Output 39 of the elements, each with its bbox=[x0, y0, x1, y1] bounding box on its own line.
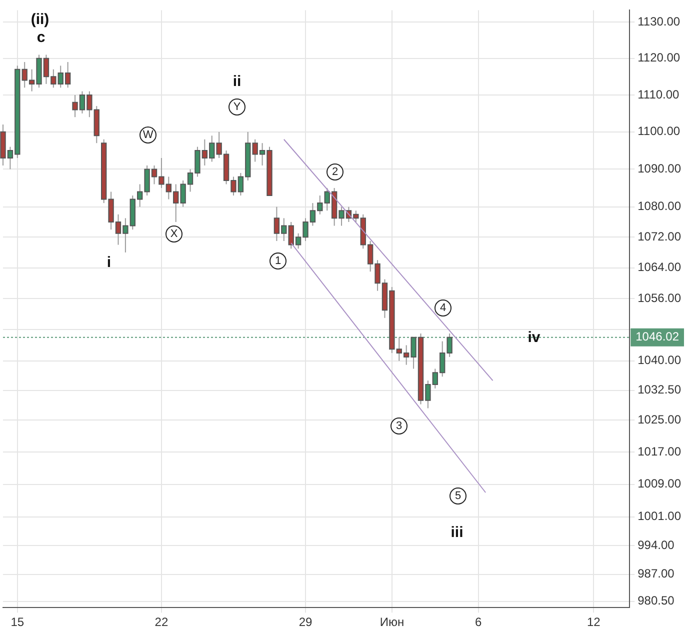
annotation: 5 bbox=[454, 490, 462, 502]
x-tick-label: 22 bbox=[154, 615, 168, 630]
y-tick-label: 980.50 bbox=[638, 594, 675, 608]
annotation: iv bbox=[528, 329, 541, 346]
y-tick-label: 1009.00 bbox=[638, 476, 682, 491]
annotation: X bbox=[170, 228, 178, 240]
y-tick-label: 1017.00 bbox=[638, 444, 682, 458]
x-tick-label: 12 bbox=[586, 615, 601, 630]
y-tick-label: 1025.00 bbox=[638, 412, 682, 426]
x-tick-label: Июн bbox=[380, 615, 404, 630]
annotation: 4 bbox=[440, 302, 446, 314]
annotation: 3 bbox=[396, 420, 402, 432]
y-tick-label: 1072.00 bbox=[638, 229, 682, 244]
annotation: iii bbox=[450, 524, 464, 542]
annotation: 2 bbox=[332, 166, 338, 178]
ref-line-label: 1046.02 bbox=[636, 330, 680, 344]
y-tick-label: 1032.50 bbox=[638, 382, 682, 397]
annotation: c bbox=[36, 29, 46, 46]
y-tick-label: 994.00 bbox=[638, 538, 675, 552]
y-tick-label: 1001.00 bbox=[638, 509, 682, 524]
annotation: i bbox=[106, 254, 112, 272]
annotation: W bbox=[142, 129, 154, 142]
annotation: Y bbox=[233, 101, 242, 114]
y-tick-label: 1064.00 bbox=[638, 260, 682, 274]
x-tick-label: 6 bbox=[475, 615, 482, 630]
y-tick-label: 1110.00 bbox=[638, 87, 680, 102]
annotation: (ii) bbox=[30, 11, 50, 28]
x-tick-label: 15 bbox=[10, 615, 24, 630]
y-tick-label: 1040.00 bbox=[638, 353, 682, 368]
y-tick-label: 987.00 bbox=[638, 566, 675, 581]
y-tick-label: 1100.00 bbox=[638, 124, 680, 138]
x-tick-label: 29 bbox=[298, 615, 312, 630]
y-tick-label: 1090.00 bbox=[638, 162, 682, 176]
y-tick-label: 1080.00 bbox=[638, 199, 682, 214]
annotation: ii bbox=[232, 73, 242, 90]
annotation: 1 bbox=[274, 255, 282, 268]
y-tick-label: 1120.00 bbox=[638, 50, 680, 65]
y-tick-label: 1056.00 bbox=[638, 290, 682, 305]
y-tick-label: 1130.00 bbox=[638, 14, 680, 28]
